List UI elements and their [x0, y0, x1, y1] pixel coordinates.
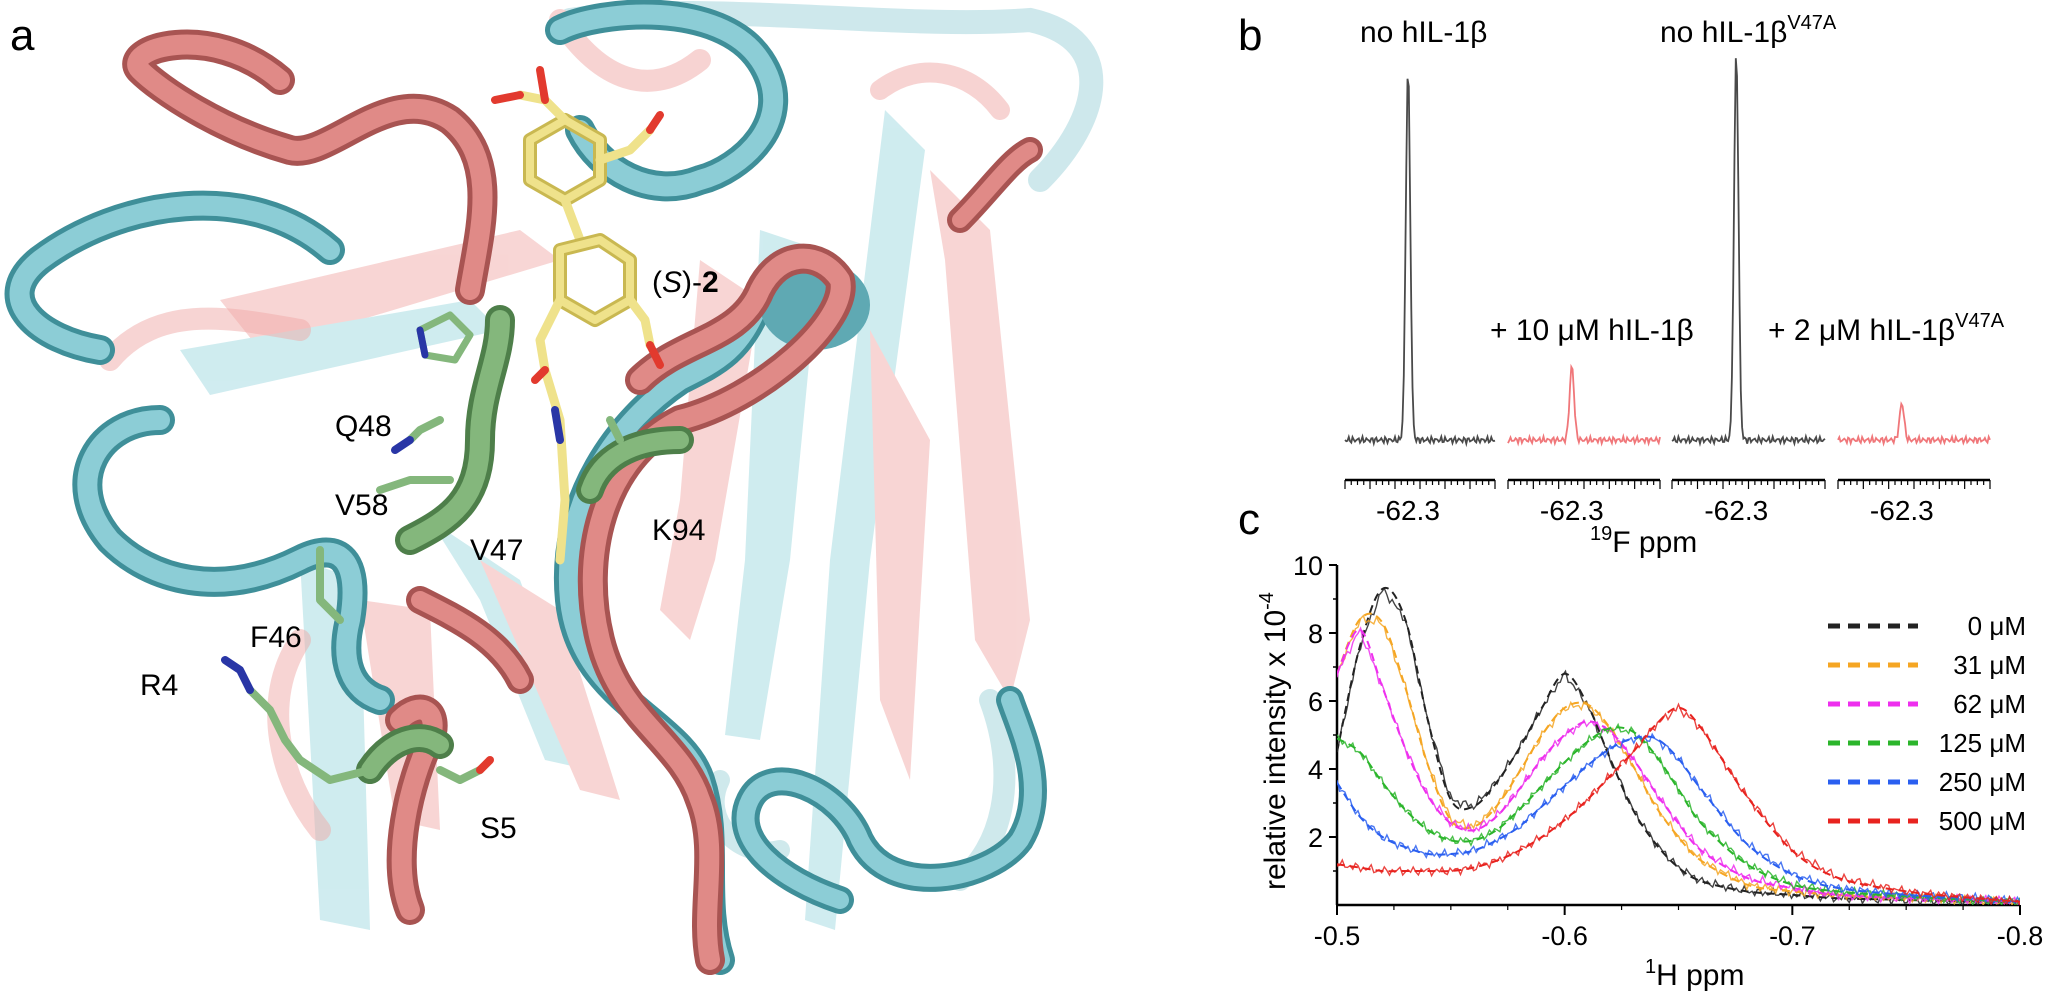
y-tick-label: 8 — [1308, 619, 1323, 649]
titration-plot: 2 4 6 8 10 -0.5 -0.6 -0.7 -0.8 0 μM 31 μM 62 μM 125 … — [1293, 551, 2043, 951]
series-6 — [1337, 702, 2020, 905]
x-tick-label: -0.7 — [1769, 921, 1816, 951]
label-no-hil1b: no hIL-1β — [1360, 16, 1487, 49]
label-no-hil1b-v47a: no hIL-1βV47A — [1660, 12, 1837, 49]
series-data-trace — [1337, 702, 2020, 905]
legend-item: 250 μM — [1828, 767, 2026, 797]
residue-label-f46: F46 — [250, 621, 302, 654]
spectrum-trace — [1671, 58, 1826, 448]
legend: 0 μM 31 μM 62 μM 125 μM 250 μM 500 μM — [1828, 611, 2026, 836]
y-tick-label: 6 — [1308, 687, 1323, 717]
legend-label: 250 μM — [1939, 767, 2026, 797]
residue-label-q48: Q48 — [335, 410, 392, 443]
series-fit-line — [1337, 628, 2020, 903]
residue-label-s5: S5 — [480, 812, 517, 845]
panel-c-y-axis-title: relative intensity x 10-4 — [1256, 592, 1292, 890]
series-data-trace — [1337, 626, 2020, 905]
spectrum-segment-2: -62.3 — [1507, 363, 1661, 526]
residue-label-k94: K94 — [652, 514, 705, 547]
panel-b-19f-nmr: b -62.3 -62.3 -62.3 -62.3 no hIL-1β no hIL-… — [1238, 11, 2005, 559]
panel-a-letter: a — [10, 11, 35, 60]
panel-a-structure: a — [4, 0, 1104, 975]
spectrum-segment-1: -62.3 — [1344, 78, 1496, 526]
legend-item: 500 μM — [1828, 806, 2026, 836]
spectrum-tick-label: -62.3 — [1540, 495, 1604, 526]
legend-item: 125 μM — [1828, 728, 2026, 758]
panel-c-letter: c — [1238, 495, 1260, 544]
legend-item: 62 μM — [1828, 689, 2026, 719]
binding-site-green — [221, 305, 694, 784]
series-fit-line — [1337, 726, 2020, 903]
x-tick-label: -0.8 — [1997, 921, 2044, 951]
label-plus-10um-hil1b: + 10 μM hIL-1β — [1490, 314, 1694, 347]
spectrum-segment-3: -62.3 — [1671, 58, 1826, 526]
label-plus-2um-hil1b-v47a: + 2 μM hIL-1βV47A — [1768, 310, 2005, 347]
panel-b-letter: b — [1238, 11, 1262, 60]
legend-item: 0 μM — [1828, 611, 2026, 641]
series-fit-line — [1337, 706, 2020, 903]
series-1 — [1337, 586, 2020, 905]
legend-label: 62 μM — [1953, 689, 2026, 719]
spectrum-tick-label: -62.3 — [1704, 495, 1768, 526]
x-tick-label: -0.5 — [1314, 921, 1361, 951]
plot-area — [1337, 586, 2020, 905]
series-fit-line — [1337, 735, 2020, 903]
series-fit-line — [1337, 586, 2020, 903]
spectrum-tick-label: -62.3 — [1376, 495, 1440, 526]
residue-labels: (S)-2 Q48 V58 V47 K94 F46 R4 S5 — [140, 266, 719, 845]
series-data-trace — [1337, 586, 2020, 905]
legend-label: 500 μM — [1939, 806, 2026, 836]
spectrum-trace — [1507, 363, 1661, 447]
legend-item: 31 μM — [1828, 650, 2026, 680]
legend-label: 125 μM — [1939, 728, 2026, 758]
nmr-spectra-group: -62.3 -62.3 -62.3 -62.3 — [1344, 58, 1991, 526]
residue-label-r4: R4 — [140, 669, 178, 702]
residue-label-v58: V58 — [335, 489, 388, 522]
series-4 — [1337, 722, 2020, 905]
residue-label-v47: V47 — [470, 534, 523, 567]
series-3 — [1337, 626, 2020, 905]
legend-label: 31 μM — [1953, 650, 2026, 680]
spectrum-trace — [1344, 78, 1496, 448]
y-tick-label: 10 — [1293, 551, 1323, 581]
legend-label: 0 μM — [1968, 611, 2026, 641]
spectrum-segment-4: -62.3 — [1837, 401, 1991, 526]
ligand-structure — [491, 66, 664, 565]
series-data-trace — [1337, 722, 2020, 905]
panel-c-x-axis-title: 1H ppm — [1645, 956, 1744, 991]
ligand-label: (S)-2 — [652, 266, 719, 299]
y-tick-label: 4 — [1308, 755, 1323, 785]
panel-b-x-axis-title: 19F ppm — [1590, 523, 1697, 559]
spectrum-trace — [1837, 401, 1991, 447]
y-tick-label: 2 — [1308, 823, 1323, 853]
panel-c-1h-titration: c 2 4 6 8 10 -0.5 -0.6 -0.7 -0.8 0 μM 31 μM 62 μM 12… — [1238, 495, 2043, 991]
spectrum-tick-label: -62.3 — [1870, 495, 1934, 526]
panel-b-labels: no hIL-1β no hIL-1βV47A + 10 μM hIL-1β +… — [1360, 12, 2005, 559]
x-tick-label: -0.6 — [1541, 921, 1588, 951]
